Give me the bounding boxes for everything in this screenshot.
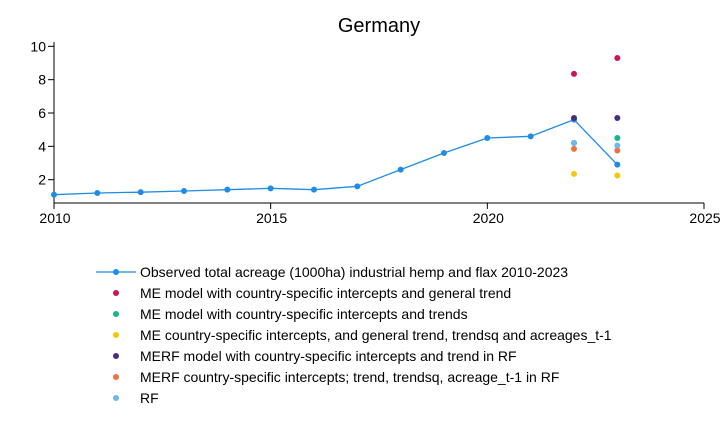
observed-point bbox=[441, 150, 447, 156]
observed-point bbox=[51, 191, 57, 198]
legend-label: ME model with country-specific intercept… bbox=[140, 306, 468, 322]
legend: Observed total acreage (1000ha) industri… bbox=[96, 264, 612, 406]
x-tick-label: 2010 bbox=[39, 210, 70, 226]
observed-point bbox=[224, 186, 231, 193]
prediction-point bbox=[571, 145, 577, 152]
prediction-point bbox=[571, 70, 577, 77]
y-tick-label: 2 bbox=[38, 172, 46, 188]
legend-marker bbox=[113, 269, 119, 275]
legend-marker bbox=[113, 332, 119, 338]
legend-label: ME model with country-specific intercept… bbox=[140, 285, 511, 301]
observed-point bbox=[181, 188, 187, 194]
legend-label: Observed total acreage (1000ha) industri… bbox=[140, 264, 568, 280]
legend-marker bbox=[113, 353, 119, 359]
legend-label: MERF country-specific intercepts; trend,… bbox=[140, 369, 559, 385]
x-tick-label: 2025 bbox=[689, 210, 720, 226]
prediction-point bbox=[571, 170, 577, 177]
x-tick-label: 2015 bbox=[256, 210, 287, 226]
observed-point bbox=[267, 185, 274, 192]
x-tick-label: 2020 bbox=[473, 210, 504, 226]
plot-area bbox=[51, 55, 621, 198]
observed-point bbox=[94, 190, 101, 196]
y-tick-label: 4 bbox=[38, 138, 46, 154]
prediction-point bbox=[614, 147, 621, 154]
legend-marker bbox=[113, 290, 119, 296]
legend-label: MERF model with country-specific interce… bbox=[140, 348, 517, 364]
observed-point bbox=[397, 166, 404, 173]
prediction-point bbox=[571, 115, 577, 121]
legend-label: ME country-specific intercepts, and gene… bbox=[140, 327, 612, 343]
legend-marker bbox=[113, 311, 119, 317]
y-tick-label: 10 bbox=[30, 38, 46, 54]
observed-point bbox=[354, 183, 361, 190]
prediction-point bbox=[614, 55, 621, 61]
observed-point bbox=[137, 189, 144, 196]
legend-label: RF bbox=[140, 390, 159, 406]
series-line bbox=[53, 118, 618, 196]
observed-point bbox=[484, 135, 491, 141]
legend-marker bbox=[113, 374, 119, 380]
prediction-point bbox=[614, 142, 621, 149]
prediction-point bbox=[614, 172, 621, 179]
observed-point bbox=[311, 186, 317, 193]
chart-title: Germany bbox=[338, 15, 420, 37]
observed-point bbox=[614, 161, 621, 168]
prediction-point bbox=[614, 135, 621, 141]
y-tick-label: 8 bbox=[38, 72, 46, 88]
observed-point bbox=[527, 133, 534, 140]
prediction-point bbox=[614, 115, 621, 121]
y-tick-label: 6 bbox=[38, 105, 46, 121]
axes: 2010 2015 2020 2025 2 4 6 8 10 bbox=[30, 38, 720, 226]
prediction-point bbox=[571, 140, 577, 146]
legend-marker bbox=[113, 395, 119, 401]
